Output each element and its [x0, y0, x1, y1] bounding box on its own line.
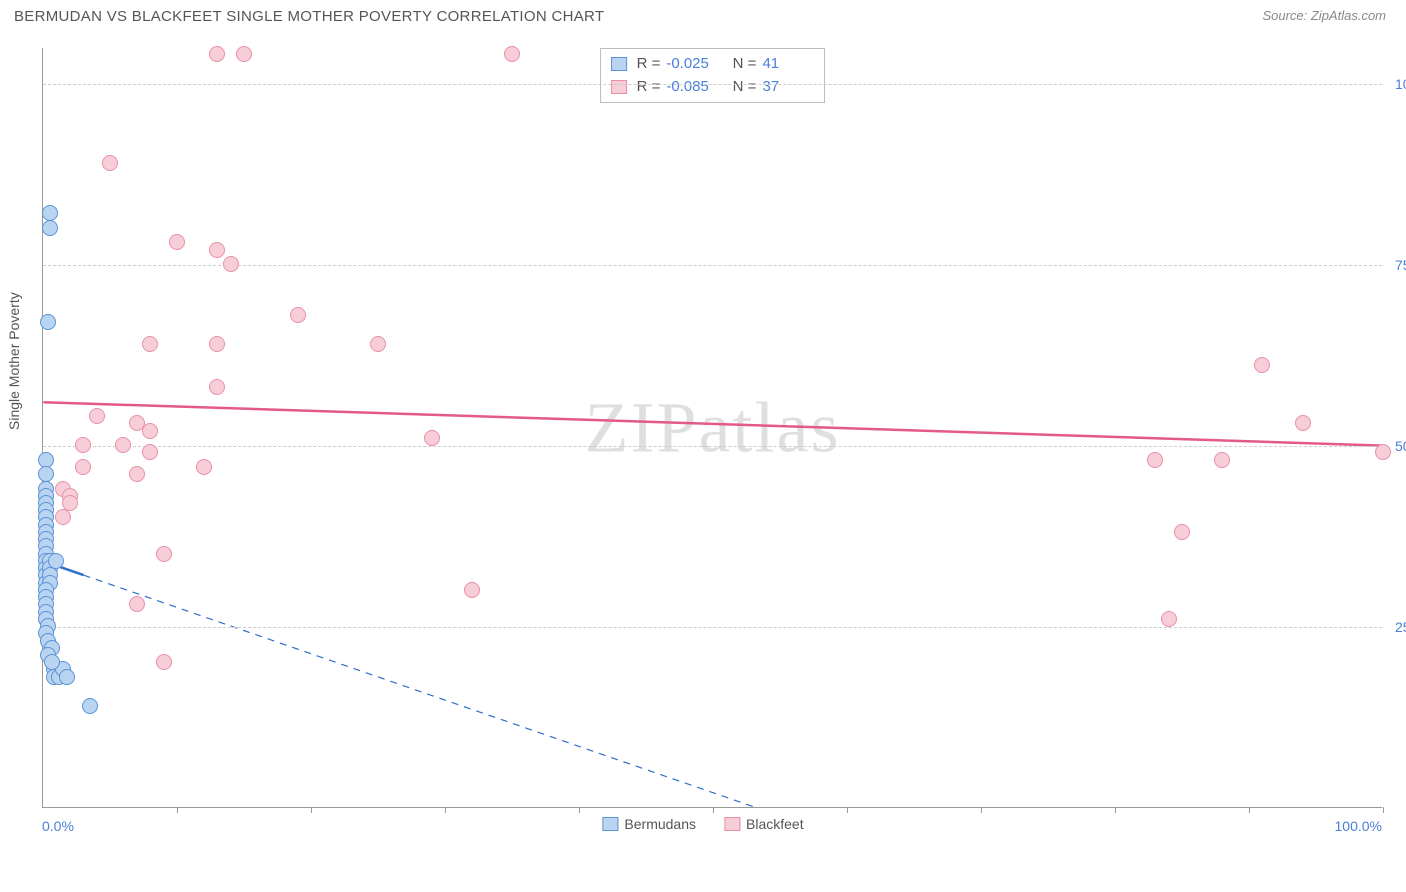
chart-source: Source: ZipAtlas.com: [1262, 8, 1386, 23]
blackfeet-point: [209, 379, 225, 395]
watermark-text: ZIPatlas: [585, 386, 841, 469]
stats-row-bermudans: R =-0.025 N = 41: [611, 53, 815, 76]
blackfeet-point: [1254, 357, 1270, 373]
x-tick: [1115, 807, 1116, 813]
bermudans-point: [42, 220, 58, 236]
r-label: R =: [637, 53, 661, 76]
n-label: N =: [724, 53, 756, 76]
plot-area: ZIPatlas R =-0.025 N =41R =-0.085 N =37 …: [42, 48, 1382, 808]
r-value: -0.025: [666, 53, 718, 76]
legend-item-blackfeet: Blackfeet: [724, 816, 804, 832]
x-tick: [177, 807, 178, 813]
blackfeet-point: [156, 654, 172, 670]
legend-item-bermudans: Bermudans: [602, 816, 696, 832]
x-tick: [1383, 807, 1384, 813]
n-label: N =: [724, 76, 756, 99]
legend-label: Blackfeet: [746, 816, 804, 832]
blackfeet-point: [55, 509, 71, 525]
y-axis-label: Single Mother Poverty: [6, 292, 22, 430]
legend-label: Bermudans: [624, 816, 696, 832]
n-value: 37: [762, 76, 814, 99]
blackfeet-point: [209, 242, 225, 258]
blackfeet-point: [1147, 452, 1163, 468]
blackfeet-point: [1161, 611, 1177, 627]
blackfeet-point: [1375, 444, 1391, 460]
chart-title: BERMUDAN VS BLACKFEET SINGLE MOTHER POVE…: [14, 8, 604, 25]
blackfeet-point: [1174, 524, 1190, 540]
blackfeet-point: [209, 46, 225, 62]
bermudans-point: [59, 669, 75, 685]
blackfeet-point: [89, 408, 105, 424]
grid-line: [43, 265, 1382, 266]
blackfeet-point: [464, 582, 480, 598]
blackfeet-point: [142, 336, 158, 352]
blackfeet-point: [129, 596, 145, 612]
x-tick: [1249, 807, 1250, 813]
stats-row-blackfeet: R =-0.085 N = 37: [611, 76, 815, 99]
blackfeet-point: [142, 444, 158, 460]
blackfeet-point: [424, 430, 440, 446]
blackfeet-point: [75, 437, 91, 453]
y-tick-label: 100.0%: [1387, 76, 1406, 92]
bottom-legend: Bermudans Blackfeet: [602, 816, 803, 832]
grid-line: [43, 627, 1382, 628]
x-tick: [981, 807, 982, 813]
x-tick: [579, 807, 580, 813]
y-tick-label: 75.0%: [1387, 257, 1406, 273]
blackfeet-point: [236, 46, 252, 62]
blackfeet-point: [196, 459, 212, 475]
blackfeet-point: [504, 46, 520, 62]
blackfeet-point: [209, 336, 225, 352]
bermudans-swatch-icon: [611, 57, 627, 71]
x-tick: [445, 807, 446, 813]
blackfeet-point: [223, 256, 239, 272]
blackfeet-point: [370, 336, 386, 352]
blackfeet-point: [115, 437, 131, 453]
blackfeet-point: [1295, 415, 1311, 431]
blackfeet-point: [156, 546, 172, 562]
blackfeet-point: [169, 234, 185, 250]
blackfeet-swatch-icon: [724, 817, 740, 831]
x-tick: [713, 807, 714, 813]
grid-line: [43, 84, 1382, 85]
blackfeet-point: [290, 307, 306, 323]
r-label: R =: [637, 76, 661, 99]
n-value: 41: [762, 53, 814, 76]
x-axis-min-label: 0.0%: [42, 818, 74, 834]
y-tick-label: 25.0%: [1387, 619, 1406, 635]
blackfeet-point: [129, 466, 145, 482]
blackfeet-point: [75, 459, 91, 475]
trend-lines: [43, 48, 1382, 807]
blackfeet-point: [1214, 452, 1230, 468]
stats-legend-box: R =-0.025 N = 41 R =-0.085 N = 37: [600, 48, 826, 103]
blackfeet-swatch-icon: [611, 80, 627, 94]
bermudans-swatch-icon: [602, 817, 618, 831]
x-tick: [847, 807, 848, 813]
bermudans-point: [48, 553, 64, 569]
blackfeet-point: [142, 423, 158, 439]
grid-line: [43, 446, 1382, 447]
bermudans-point: [44, 654, 60, 670]
blackfeet-point: [102, 155, 118, 171]
x-axis-max-label: 100.0%: [1335, 818, 1382, 834]
bermudans-point: [82, 698, 98, 714]
x-tick: [311, 807, 312, 813]
r-value: -0.085: [666, 76, 718, 99]
bermudans-point: [40, 314, 56, 330]
